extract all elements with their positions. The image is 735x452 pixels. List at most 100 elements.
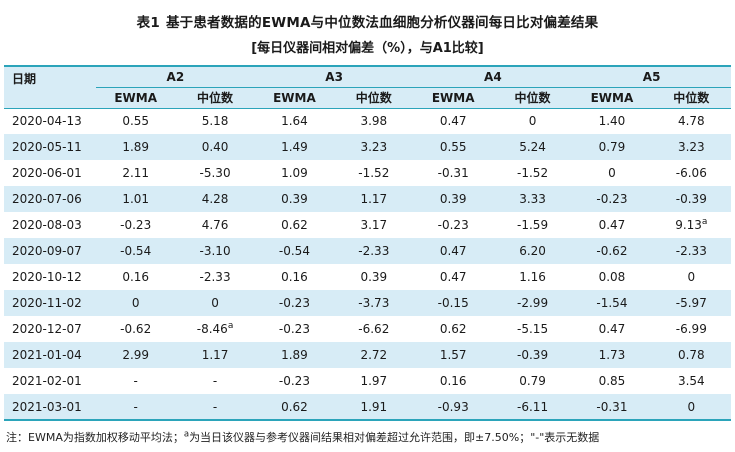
value-cell: 0.40: [201, 140, 229, 154]
value-cell: -0.23: [596, 192, 628, 206]
value-cell: 2.72: [360, 348, 388, 362]
value-cell: 0.47: [598, 218, 626, 232]
value-cell: 0.39: [439, 192, 467, 206]
footnote: 注：EWMA为指数加权移动平均法；a为当日该仪器与参考仪器间结果相对偏差超过允许…: [4, 421, 731, 445]
footnote-part2: 为当日该仪器与参考仪器间结果相对偏差超过允许范围，即±7.50%；"-"表示无数…: [189, 431, 600, 444]
value-cell: -5.97: [675, 296, 707, 310]
table-row: 2020-05-11 1.89 0.40 1.49 3.23 0.55 5.24 0.79 3.…: [4, 134, 731, 160]
value-cell: 0: [608, 166, 616, 180]
value-cell: -6.06: [675, 166, 707, 180]
value-cell: -0.54: [278, 244, 310, 258]
table-row: 2020-08-03 -0.23 4.76 0.62 3.17 -0.23 -1.59 0.4…: [4, 212, 731, 238]
col-header-median-a2: 中位数: [175, 87, 255, 109]
value-cell: 0.55: [439, 140, 467, 154]
value-cell: 0.78: [677, 348, 705, 362]
value-cell: -3.10: [199, 244, 231, 258]
col-header-median-a5: 中位数: [651, 87, 731, 109]
value-cell: 3.17: [360, 218, 388, 232]
value-cell: 1.89: [281, 348, 308, 362]
value-cell: 1.91: [360, 399, 388, 414]
value-cell: 0: [687, 399, 696, 414]
value-cell: -1.52: [358, 166, 390, 180]
table-subtitle: [每日仪器间相对偏差（%），与A1比较]: [251, 41, 484, 56]
value-cell: 0.47: [439, 270, 467, 284]
date-column-header: 日期: [4, 66, 96, 109]
table-number-label: 表1: [136, 15, 160, 31]
value-cell: -0.23: [437, 218, 469, 232]
value-cell: 4.76: [201, 218, 229, 232]
value-cell: -: [212, 399, 218, 414]
value-cell: 0.39: [281, 192, 308, 206]
value-cell: 0.16: [439, 374, 467, 388]
date-cell: 2020-07-06: [12, 192, 82, 206]
value-cell: 0.55: [122, 114, 150, 129]
value-cell: 1.57: [439, 348, 467, 362]
col-header-median-a4: 中位数: [492, 87, 573, 109]
value-cell: -5.15: [517, 322, 549, 336]
value-cell: 0.62: [281, 399, 308, 414]
value-cell: -2.33: [199, 270, 231, 284]
value-cell: 1.17: [360, 192, 388, 206]
value-cell: -8.46a: [196, 321, 234, 337]
value-cell: -0.39: [675, 192, 707, 206]
value-cell: 0.47: [439, 114, 467, 129]
value-cell: 1.09: [281, 166, 308, 180]
value-cell: -2.33: [675, 244, 707, 258]
value-cell: 9.13a: [675, 217, 708, 233]
value-cell: -2.33: [358, 244, 390, 258]
group-header-a5: A5: [572, 66, 731, 88]
table-title-text: 基于患者数据的EWMA与中位数法血细胞分析仪器间每日比对偏差结果: [165, 15, 599, 31]
value-cell: 6.20: [519, 244, 546, 258]
value-cell: 0.16: [122, 270, 150, 284]
date-cell: 2021-01-04: [12, 348, 82, 362]
value-cell: -0.39: [517, 348, 549, 362]
table-header: 日期 A2 A3 A4 A5 EWMA 中位数 EWMA 中位数 EWMA 中位…: [4, 66, 731, 109]
value-cell: 0: [131, 296, 140, 310]
col-header-ewma-a5: EWMA: [572, 87, 652, 109]
date-cell: 2020-08-03: [12, 218, 82, 232]
footnote-part1: 注：EWMA为指数加权移动平均法；: [6, 431, 184, 444]
value-cell: 5.24: [519, 140, 546, 154]
table-row: 2020-11-02 0 0 -0.23 -3.73 -0.15 -2.99 -1.54 -5.…: [4, 290, 731, 316]
value-cell: -: [212, 374, 218, 388]
value-cell: -0.23: [120, 218, 152, 232]
value-cell: -3.73: [358, 296, 390, 310]
value-cell: -: [133, 399, 138, 414]
table-row: 2020-09-07 -0.54 -3.10 -0.54 -2.33 0.47 6.20 -0…: [4, 238, 731, 264]
date-cell: 2020-04-13: [12, 114, 82, 129]
value-cell: 3.54: [677, 374, 705, 388]
value-cell: 0.85: [598, 374, 626, 388]
superscript-a: a: [227, 321, 234, 331]
value-cell: 4.78: [677, 114, 705, 129]
value-cell: -1.59: [517, 218, 549, 232]
value-cell: -0.62: [596, 244, 628, 258]
value-cell: 1.01: [122, 192, 150, 206]
col-header-median-a3: 中位数: [334, 87, 414, 109]
value-cell: -6.62: [358, 322, 390, 336]
value-cell: 3.98: [360, 114, 388, 129]
value-cell: -0.31: [437, 166, 469, 180]
date-cell: 2020-05-11: [12, 140, 82, 154]
value-cell: 0: [211, 296, 219, 310]
value-cell: 1.89: [122, 140, 150, 154]
table-row: 2020-06-01 2.11 -5.30 1.09 -1.52 -0.31 -1.52 0 -…: [4, 160, 731, 186]
value-cell: 2.99: [122, 348, 150, 362]
table-body: 2020-04-13 0.55 5.18 1.64 3.98 0.47 0 1.40 4.78 2…: [4, 108, 731, 420]
value-cell: 0.47: [598, 322, 626, 336]
value-cell: 1.17: [201, 348, 229, 362]
table-row: 2020-04-13 0.55 5.18 1.64 3.98 0.47 0 1.40 4.78: [4, 108, 731, 134]
value-cell: -0.62: [120, 322, 152, 336]
date-cell: 2020-09-07: [12, 244, 82, 258]
table-row: 2021-03-01 - - 0.62 1.91 -0.93 -6.11 -0.31 0: [4, 394, 731, 420]
value-cell: 1.16: [519, 270, 546, 284]
value-cell: 3.23: [677, 140, 705, 154]
table-row: 2020-10-12 0.16 -2.33 0.16 0.39 0.47 1.16 0.08 0: [4, 264, 731, 290]
value-cell: 0.62: [281, 218, 308, 232]
table-row: 2020-07-06 1.01 4.28 0.39 1.17 0.39 3.33 -0.23 -…: [4, 186, 731, 212]
value-cell: 1.97: [360, 374, 388, 388]
col-header-ewma-a4: EWMA: [413, 87, 493, 109]
value-cell: -0.23: [278, 296, 310, 310]
superscript-a: a: [701, 217, 708, 227]
value-cell: -: [133, 374, 138, 388]
value-cell: -6.99: [675, 322, 707, 336]
